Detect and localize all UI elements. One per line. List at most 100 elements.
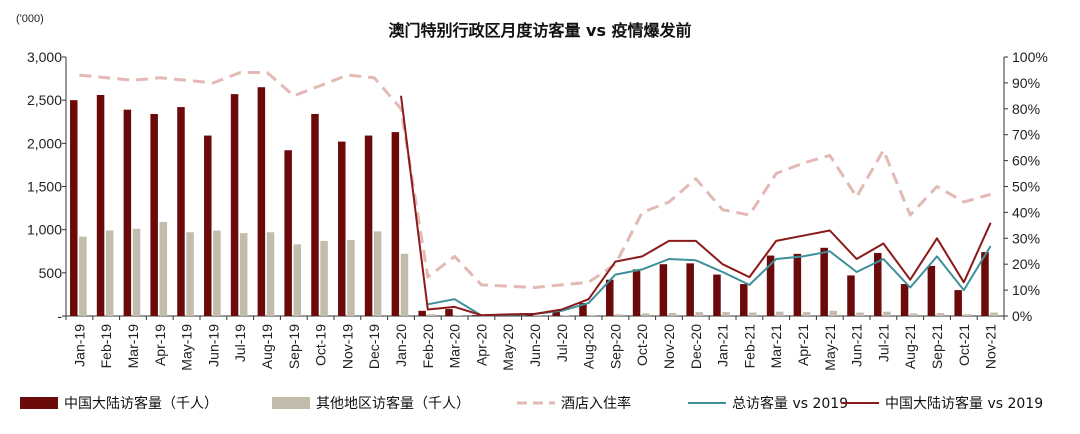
other-region-bar <box>909 313 918 316</box>
x-tick-label: Mar-20 <box>447 324 463 369</box>
other-region-bar <box>373 231 382 316</box>
mainland-bar <box>713 274 721 316</box>
x-tick-label: Oct-20 <box>634 324 650 366</box>
y-unit-label: ('000) <box>16 13 44 25</box>
bars <box>70 87 998 317</box>
other-region-bar <box>749 312 757 316</box>
mainland-bar <box>632 269 641 316</box>
right-tick-label: 90% <box>1012 75 1040 91</box>
mainland-bar <box>472 315 480 316</box>
other-region-bar <box>802 312 811 316</box>
x-tick-label: Jul-21 <box>875 324 891 362</box>
x-tick-label: Dec-19 <box>366 324 382 369</box>
other-region-bar <box>79 236 87 316</box>
chart-title: 澳门特别行政区月度访客量 vs 疫情爆发前 <box>388 21 691 40</box>
x-tick-label: Sep-21 <box>929 324 945 369</box>
x-tick-labels: Jan-19 Feb-19 Mar-19 Apr-19 May-19 Jun-19 Jul-… <box>71 324 998 371</box>
x-tick-label: Feb-19 <box>98 324 114 369</box>
x-tick-label: Jul-20 <box>554 324 570 362</box>
mainland-bar <box>418 310 426 316</box>
x-tick-label: Oct-19 <box>313 324 329 366</box>
legend-swatch <box>272 397 310 409</box>
left-tick-label: 3,000 <box>27 49 62 65</box>
mainland-bar <box>579 303 587 316</box>
right-tick-label: 80% <box>1012 101 1040 117</box>
right-tick-label: 30% <box>1012 230 1040 246</box>
x-tick-label: May-19 <box>179 324 195 371</box>
x-tick-label: Jun-21 <box>849 324 865 367</box>
right-tick-label: 70% <box>1012 127 1040 143</box>
mainland-bar <box>338 141 346 316</box>
other-region-bar <box>615 314 623 316</box>
mainland-bar <box>70 100 78 317</box>
other-region-bar <box>829 310 838 316</box>
left-tick-label: 1,000 <box>27 222 62 238</box>
other-region-bar <box>186 232 194 316</box>
x-tick-label: Sep-20 <box>607 324 623 369</box>
right-tick-label: 10% <box>1012 282 1040 298</box>
right-tick-label: 20% <box>1012 256 1040 272</box>
mainland-bar <box>230 94 239 316</box>
x-tick-label: May-20 <box>500 324 516 371</box>
x-tick-label: Jan-21 <box>715 324 731 367</box>
legend-label: 其他地区访客量（千人） <box>316 395 470 412</box>
mainland-bar <box>927 265 936 316</box>
other-region-bar <box>695 312 704 316</box>
mainland-bar <box>740 284 748 316</box>
mainland-bar <box>364 135 373 316</box>
other-region-bar <box>213 230 221 316</box>
x-tick-label: Nov-21 <box>983 324 999 369</box>
other-region-bar <box>963 314 972 316</box>
axes: - 500 1,000 1,500 2,000 2,500 3,000 0% 10% 20% 30%… <box>27 49 1048 324</box>
other-region-bar <box>990 312 998 316</box>
legend-label: 中国大陆访客量（千人） <box>64 395 218 412</box>
other-region-bar <box>668 312 677 316</box>
mainland-bar <box>606 279 614 316</box>
hotel-occupancy-line <box>79 71 992 289</box>
right-tick-label: 0% <box>1012 308 1032 324</box>
mainland-bar <box>177 107 185 316</box>
right-tick-label: 100% <box>1012 49 1048 65</box>
mainland-bar <box>659 264 668 316</box>
left-tick-label: - <box>57 308 62 324</box>
other-region-bar <box>775 311 784 316</box>
mainland-bar <box>525 314 534 316</box>
right-tick-label: 60% <box>1012 153 1040 169</box>
other-region-bar <box>427 314 436 316</box>
x-tick-label: Mar-21 <box>768 324 784 369</box>
x-tick-label: Apr-21 <box>795 324 811 366</box>
mainland-bar <box>686 263 694 316</box>
mainland-visitors-vs-2019-line <box>400 95 992 317</box>
other-region-bar <box>105 230 114 316</box>
legend: 中国大陆访客量（千人） 其他地区访客量（千人） 酒店入住率 总访客量 vs 2019 中… <box>20 395 1043 412</box>
mainland-bar <box>793 253 802 316</box>
mainland-bar <box>900 284 909 316</box>
other-region-bar <box>856 312 864 316</box>
x-tick-label: Dec-20 <box>688 324 704 369</box>
mainland-bar <box>150 113 158 316</box>
mainland-bar <box>874 252 882 316</box>
x-tick-label: Apr-20 <box>473 324 489 366</box>
mainland-bar <box>954 290 962 316</box>
x-tick-label: Jun-19 <box>205 324 221 367</box>
other-region-bar <box>293 244 302 316</box>
left-tick-label: 2,000 <box>27 135 62 151</box>
other-region-bar <box>936 312 945 316</box>
mainland-bar <box>311 113 319 316</box>
left-tick-label: 1,500 <box>27 179 62 195</box>
mainland-bar <box>820 247 828 316</box>
x-tick-label: Jan-20 <box>393 324 409 367</box>
other-region-bar <box>454 315 462 316</box>
other-region-bar <box>159 221 168 316</box>
mainland-bar <box>766 255 775 316</box>
x-tick-label: Aug-21 <box>902 324 918 369</box>
other-region-bar <box>588 315 596 316</box>
x-tick-label: Oct-21 <box>956 324 972 366</box>
other-region-bar <box>266 232 275 316</box>
mainland-bar <box>204 135 212 316</box>
x-tick-label: Mar-19 <box>125 324 141 369</box>
mainland-bar <box>445 309 453 316</box>
other-region-bar <box>239 233 248 316</box>
x-tick-label: Nov-20 <box>661 324 677 369</box>
